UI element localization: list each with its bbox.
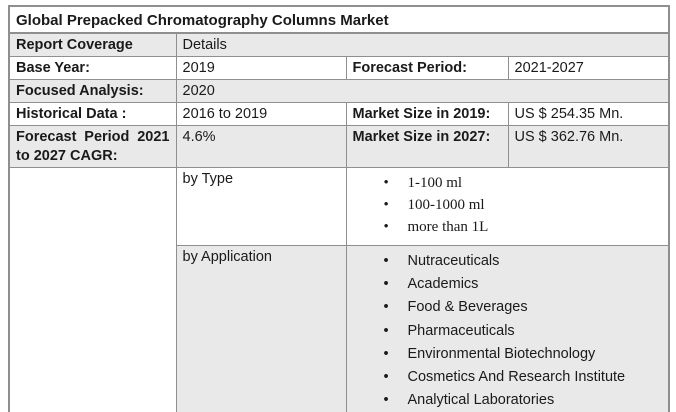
by-type-label: by Type xyxy=(175,167,347,246)
base-year-value: 2019 xyxy=(175,56,347,80)
market-size-2027-value: US $ 362.76 Mn. xyxy=(507,125,670,168)
list-item: 100-1000 ml xyxy=(353,194,663,216)
report-scope-table: Global Prepacked Chromatography Columns … xyxy=(8,5,671,412)
list-item: Pharmaceuticals xyxy=(353,320,663,343)
empty-left-cell xyxy=(8,167,177,412)
historical-data-label: Historical Data : xyxy=(8,102,177,126)
table-row-historical-data: Historical Data : 2016 to 2019 Market Si… xyxy=(8,102,670,126)
market-size-2019-label: Market Size in 2019: xyxy=(345,102,509,126)
coverage-label: Report Coverage xyxy=(8,32,177,57)
historical-data-value: 2016 to 2019 xyxy=(175,102,347,126)
table-row-title: Global Prepacked Chromatography Columns … xyxy=(8,5,670,34)
table-row-base-year: Base Year: 2019 Forecast Period: 2021-20… xyxy=(8,56,670,80)
table-row-focused-analysis: Focused Analysis: 2020 xyxy=(8,79,670,103)
market-size-2027-label: Market Size in 2027: xyxy=(345,125,509,168)
table-row-by-application: by Application NutraceuticalsAcademicsFo… xyxy=(9,245,670,412)
base-year-label: Base Year: xyxy=(8,56,177,80)
table-title: Global Prepacked Chromatography Columns … xyxy=(8,5,670,34)
list-item: more than 1L xyxy=(353,216,663,238)
list-item: Environmental Biotechnology xyxy=(353,343,663,366)
coverage-value: Details xyxy=(175,32,670,57)
list-item: Academics xyxy=(353,273,663,296)
table-row-coverage: Report Coverage Details xyxy=(8,32,670,57)
type-items-list: 1-100 ml100-1000 mlmore than 1L xyxy=(353,172,663,238)
list-item: Analytical Laboratories xyxy=(353,389,663,412)
market-size-2019-value: US $ 254.35 Mn. xyxy=(507,102,670,126)
cagr-value: 4.6% xyxy=(175,125,347,168)
by-application-items-cell: NutraceuticalsAcademicsFood & BeveragesP… xyxy=(345,245,670,412)
cagr-label: Forecast Period 2021 to 2027 CAGR: xyxy=(8,125,177,168)
list-item: 1-100 ml xyxy=(353,172,663,194)
table-row-by-type: by Type 1-100 ml100-1000 mlmore than 1L xyxy=(8,167,670,412)
list-item: Nutraceuticals xyxy=(353,250,663,273)
focused-analysis-label: Focused Analysis: xyxy=(8,79,177,103)
forecast-period-value: 2021-2027 xyxy=(507,56,670,80)
table-row-cagr: Forecast Period 2021 to 2027 CAGR: 4.6% … xyxy=(8,125,670,168)
forecast-period-label: Forecast Period: xyxy=(345,56,509,80)
focused-analysis-value: 2020 xyxy=(175,79,670,103)
application-items-list: NutraceuticalsAcademicsFood & BeveragesP… xyxy=(353,250,663,412)
list-item: Cosmetics And Research Institute xyxy=(353,366,663,389)
list-item: Food & Beverages xyxy=(353,296,663,319)
by-application-label: by Application xyxy=(175,245,347,412)
by-type-items-cell: 1-100 ml100-1000 mlmore than 1L xyxy=(345,167,670,246)
